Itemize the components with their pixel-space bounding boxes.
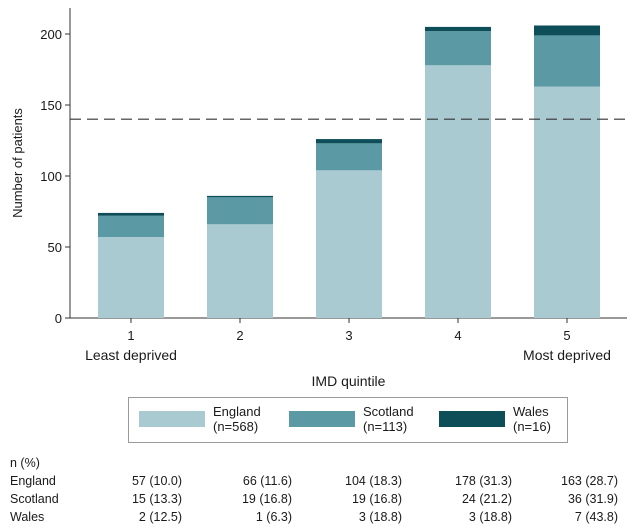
table-cell: 57 (10.0): [131, 474, 182, 488]
table-row-scotland: Scotland 15 (13.3) 19 (16.8) 19 (16.8) 2…: [10, 492, 620, 509]
y-axis-label: Number of patients: [10, 108, 25, 218]
table-cell: 2 (12.5): [138, 510, 182, 524]
y-tick-label: 100: [40, 169, 62, 184]
y-tick-label: 50: [48, 240, 62, 255]
legend-label-england: England (n=568): [213, 404, 261, 434]
y-tick-label: 150: [40, 98, 62, 113]
table-cell: 104 (18.3): [345, 474, 402, 488]
legend-swatch-scotland: [289, 411, 355, 427]
table-cell: 36 (31.9): [567, 492, 618, 506]
table-row-label: Wales: [10, 510, 45, 524]
bar-england-1: [98, 237, 164, 318]
bar-scotland-3: [316, 143, 382, 171]
bar-scotland-4: [425, 31, 491, 66]
table-title: n (%): [10, 456, 40, 470]
legend-item-england: England (n=568): [139, 404, 261, 434]
table-cell: 178 (31.3): [455, 474, 512, 488]
y-tick-label: 200: [40, 27, 62, 42]
bar-scotland-5: [534, 35, 600, 87]
stacked-bar-chart: 0 50 100 150 200 Number of patients 1 Least dep…: [10, 8, 627, 389]
x-tick-label: 3: [345, 328, 352, 343]
table-row-label: England: [10, 474, 56, 488]
table-cell: 1 (6.3): [255, 510, 292, 524]
table-cell: 66 (11.6): [242, 474, 292, 488]
chart-legend: England (n=568) Scotland (n=113) Wales (…: [128, 397, 568, 443]
bar-wales-1: [98, 212, 164, 216]
legend-swatch-wales: [439, 411, 505, 427]
table-cell: 15 (13.3): [131, 492, 182, 506]
bar-england-4: [425, 65, 491, 319]
legend-swatch-england: [139, 411, 205, 427]
bar-wales-2: [207, 195, 273, 198]
x-axis-label: IMD quintile: [312, 373, 386, 389]
x-tick-label: 4: [454, 328, 461, 343]
legend-label-wales: Wales (n=16): [513, 404, 551, 434]
bar-scotland-1: [98, 215, 164, 238]
legend-item-scotland: Scotland (n=113): [289, 404, 414, 434]
table-cell: 19 (16.8): [351, 492, 402, 506]
x-tick-label: 5: [563, 328, 570, 343]
y-tick-label: 0: [55, 311, 62, 326]
bar-england-3: [316, 170, 382, 318]
table-row-label: Scotland: [10, 492, 59, 506]
table-row-wales: Wales 2 (12.5) 1 (6.3) 3 (18.8) 3 (18.8)…: [10, 510, 620, 527]
x-tick-label: 2: [236, 328, 243, 343]
legend-label-scotland: Scotland (n=113): [363, 404, 414, 434]
legend-item-wales: Wales (n=16): [439, 404, 551, 434]
table-row-england: England 57 (10.0) 66 (11.6) 104 (18.3) 1…: [10, 474, 620, 491]
table-cell: 3 (18.8): [468, 510, 512, 524]
bar-england-2: [207, 224, 273, 318]
table-cell: 7 (43.8): [574, 510, 618, 524]
bar-wales-4: [425, 26, 491, 32]
x-tick-label: 1: [127, 328, 134, 343]
bar-scotland-2: [207, 197, 273, 225]
table-cell: 19 (16.8): [241, 492, 292, 506]
x-tick-sublabel: Most deprived: [523, 347, 611, 363]
table-cell: 163 (28.7): [561, 474, 618, 488]
bar-wales-3: [316, 139, 382, 144]
bar-wales-5: [534, 25, 600, 36]
bar-england-5: [534, 86, 600, 318]
x-tick-sublabel: Least deprived: [85, 347, 177, 363]
table-cell: 3 (18.8): [358, 510, 402, 524]
table-cell: 24 (21.2): [461, 492, 512, 506]
